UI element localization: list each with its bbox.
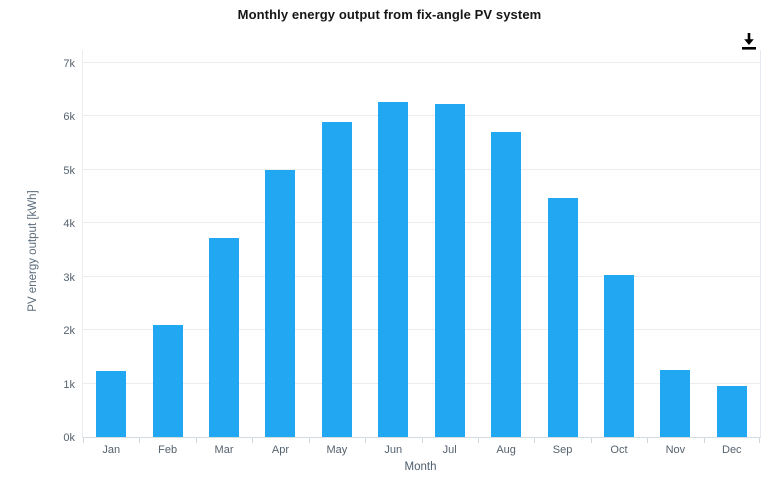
- x-axis-tick: [365, 438, 367, 443]
- x-axis-tick: [534, 438, 536, 443]
- gridline-5k: [83, 168, 760, 170]
- x-axis-tick: [139, 438, 141, 443]
- x-axis-tick: [759, 438, 760, 443]
- x-tick-label-aug: Aug: [496, 444, 516, 456]
- y-tick-label-7k: 7k: [63, 58, 75, 70]
- bar-jul: [434, 104, 465, 437]
- y-tick-label-1k: 1k: [63, 378, 75, 391]
- x-axis-tick: [252, 438, 254, 443]
- x-axis-tick: [83, 438, 84, 443]
- gridline-2k: [83, 329, 760, 331]
- gridline-4k: [83, 222, 760, 224]
- bar-mar: [209, 237, 240, 437]
- bar-sep: [547, 198, 578, 437]
- x-tick-label-sep: Sep: [552, 444, 573, 456]
- y-tick-label-2k: 2k: [63, 325, 75, 338]
- bar-dec: [716, 385, 747, 437]
- x-tick-label-oct: Oct: [610, 444, 628, 456]
- chart-title: Monthly energy output from fix-angle PV …: [237, 7, 542, 22]
- x-axis-tick: [195, 438, 197, 443]
- y-tick-label-6k: 6k: [63, 111, 75, 124]
- download-icon: [739, 33, 759, 54]
- bar-feb: [152, 324, 183, 437]
- x-tick-label-nov: Nov: [665, 444, 686, 456]
- bar-may: [321, 122, 352, 437]
- x-axis-tick: [421, 438, 423, 443]
- y-tick-label-4k: 4k: [63, 218, 75, 231]
- bar-jun: [378, 102, 409, 437]
- x-axis-tick: [477, 438, 479, 443]
- bar-apr: [265, 169, 296, 437]
- x-tick-label-mar: Mar: [214, 444, 234, 456]
- gridline-1k: [83, 382, 760, 384]
- download-chart-button[interactable]: [736, 29, 762, 55]
- x-tick-label-jan: Jan: [102, 444, 121, 456]
- y-tick-label-0k: 0k: [63, 432, 75, 444]
- gridline-6k: [83, 115, 760, 117]
- bar-oct: [603, 274, 634, 437]
- x-tick-label-jun: Jun: [384, 444, 403, 456]
- x-tick-label-jul: Jul: [442, 444, 457, 456]
- x-axis-tick: [647, 438, 649, 443]
- bar-aug: [491, 131, 522, 437]
- bar-jan: [96, 371, 127, 437]
- x-axis-tick: [590, 438, 592, 443]
- gridline-3k: [83, 275, 760, 277]
- x-tick-label-may: May: [326, 444, 348, 456]
- y-tick-label-5k: 5k: [63, 164, 75, 177]
- x-tick-label-feb: Feb: [158, 444, 178, 456]
- bar-nov: [660, 369, 691, 437]
- x-axis-title: Month: [404, 461, 437, 473]
- x-axis-tick: [308, 438, 310, 443]
- x-axis-tick: [703, 438, 705, 443]
- gridline-7k: [83, 62, 760, 63]
- x-tick-label-dec: Dec: [722, 444, 742, 456]
- y-axis-title: PV energy output [kWh]: [27, 190, 39, 312]
- plot-area: 0k 1k 2k 3k 4k 5k 6k 7k Jan Feb Mar Apr May Jun Jul Aug…: [63, 50, 761, 456]
- x-tick-label-apr: Apr: [271, 444, 290, 456]
- y-tick-label-3k: 3k: [63, 271, 75, 284]
